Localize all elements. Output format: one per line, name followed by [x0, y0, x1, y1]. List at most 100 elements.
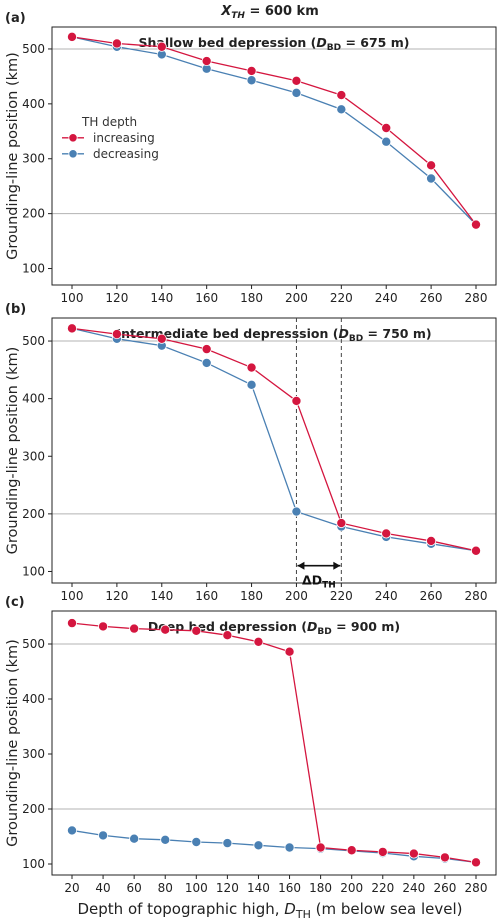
- data-point-increasing: [291, 395, 302, 406]
- x-tick-label: 80: [158, 881, 173, 895]
- legend-marker-increasing: [68, 133, 78, 143]
- data-point-increasing: [470, 219, 481, 230]
- title-sub: BD: [327, 43, 341, 53]
- delta-main: ΔD: [302, 573, 322, 588]
- data-point-decreasing: [98, 830, 109, 841]
- data-point-decreasing: [246, 379, 257, 390]
- title-pre: Intermediate bed depresssion (: [116, 326, 338, 341]
- data-point-increasing: [98, 621, 109, 632]
- x-tick-label: 260: [420, 291, 443, 305]
- y-tick-label: 300: [22, 152, 45, 166]
- y-tick-label: 500: [22, 42, 45, 56]
- data-point-increasing: [336, 90, 347, 101]
- data-point-increasing: [246, 362, 257, 373]
- series-line-increasing: [71, 36, 477, 226]
- data-point-increasing: [67, 618, 78, 629]
- x-tick-label: 140: [247, 881, 270, 895]
- data-point-increasing: [246, 65, 257, 76]
- data-point-increasing: [381, 123, 392, 134]
- y-tick-label: 500: [22, 637, 45, 651]
- x-tick-label: 100: [185, 881, 208, 895]
- x-tick-label: 160: [195, 291, 218, 305]
- title-post: = 750 m): [363, 326, 431, 341]
- panel-c: 100 200 300 400 500 20 40 60 80 100 120 140 160 180 20…: [5, 595, 497, 895]
- data-point-increasing: [111, 38, 122, 49]
- x-tick-label: 200: [285, 589, 308, 603]
- panel-title: Deep bed depression (DBD = 900 m): [148, 619, 400, 637]
- x-tick-label: 120: [105, 291, 128, 305]
- x-tick-label: 120: [216, 881, 239, 895]
- y-tick-label: 200: [22, 507, 45, 521]
- delta-annotation: ΔDTH: [302, 573, 336, 591]
- panel-a: 100 200 300 400 500 100 120 140 160 180 200 220 240 2…: [5, 11, 497, 305]
- panel-label: (a): [5, 11, 26, 26]
- y-tick-label: 300: [22, 449, 45, 463]
- series-line-decreasing: [71, 829, 477, 863]
- title-var: D: [338, 326, 348, 341]
- x-tick-label: 100: [61, 589, 84, 603]
- y-axis-label: Grounding-line position (km): [5, 347, 21, 555]
- title-sub: BD: [349, 334, 363, 344]
- data-point-increasing: [470, 857, 481, 868]
- y-tick-label: 500: [22, 334, 45, 348]
- data-point-increasing: [336, 518, 347, 529]
- figure-header: XTH = 600 km: [220, 4, 319, 21]
- x-tick-label: 280: [465, 881, 488, 895]
- x-tick-label: 140: [150, 291, 173, 305]
- data-point-increasing: [377, 846, 388, 857]
- series-line-increasing: [71, 622, 477, 863]
- x-tick-label: 120: [105, 589, 128, 603]
- data-point-increasing: [111, 329, 122, 340]
- data-point-increasing: [222, 630, 233, 641]
- data-point-increasing: [439, 852, 450, 863]
- x-tick-label: 220: [330, 589, 353, 603]
- data-point-decreasing: [191, 837, 202, 848]
- title-pre: Shallow bed depression (: [139, 35, 317, 50]
- data-point-increasing: [67, 323, 78, 334]
- x-tick-label: 240: [402, 881, 425, 895]
- y-tick-label: 300: [22, 747, 45, 761]
- data-point-increasing: [156, 333, 167, 344]
- x-tick-label: 100: [61, 291, 84, 305]
- title-var: D: [316, 35, 326, 50]
- x-tick-label: 180: [240, 589, 263, 603]
- x-tick-label: 160: [195, 589, 218, 603]
- data-point-increasing: [253, 636, 264, 647]
- y-tick-label: 100: [22, 857, 45, 871]
- data-point-increasing: [408, 848, 419, 859]
- x-tick-label: 60: [127, 881, 142, 895]
- title-post: = 900 m): [332, 619, 400, 634]
- data-point-decreasing: [426, 173, 437, 184]
- data-point-increasing: [426, 535, 437, 546]
- y-tick-label: 400: [22, 97, 45, 111]
- title-var: D: [307, 619, 317, 634]
- x-tick-label: 240: [375, 291, 398, 305]
- data-point-decreasing: [336, 104, 347, 115]
- data-point-increasing: [129, 623, 140, 634]
- data-point-increasing: [284, 646, 295, 657]
- delta-arrow-head-right: [333, 561, 341, 570]
- data-point-decreasing: [381, 136, 392, 147]
- y-tick-label: 400: [22, 392, 45, 406]
- legend-marker-decreasing: [68, 149, 78, 159]
- y-tick-label: 400: [22, 692, 45, 706]
- data-point-decreasing: [291, 87, 302, 98]
- delta-sub: TH: [322, 581, 336, 591]
- panel-b: 100 200 300 400 500 100 120 140 160 180 200 220 240 2…: [5, 302, 497, 603]
- x-tick-label: 240: [375, 589, 398, 603]
- x-tick-label: 280: [465, 291, 488, 305]
- data-point-decreasing: [222, 838, 233, 849]
- axes-frame: [51, 26, 497, 286]
- x-tick-label: 280: [465, 589, 488, 603]
- data-point-decreasing: [160, 834, 171, 845]
- x-axis-label: Depth of topographic high, DTH (m below …: [78, 900, 463, 920]
- delta-arrow-head-left: [297, 561, 305, 570]
- x-tick-label: 160: [278, 881, 301, 895]
- panel-title: Shallow bed depression (DBD = 675 m): [139, 35, 410, 53]
- data-point-increasing: [315, 842, 326, 853]
- data-point-decreasing: [284, 842, 295, 853]
- data-point-decreasing: [246, 75, 257, 86]
- axes-frame: [51, 317, 497, 584]
- y-tick-label: 200: [22, 207, 45, 221]
